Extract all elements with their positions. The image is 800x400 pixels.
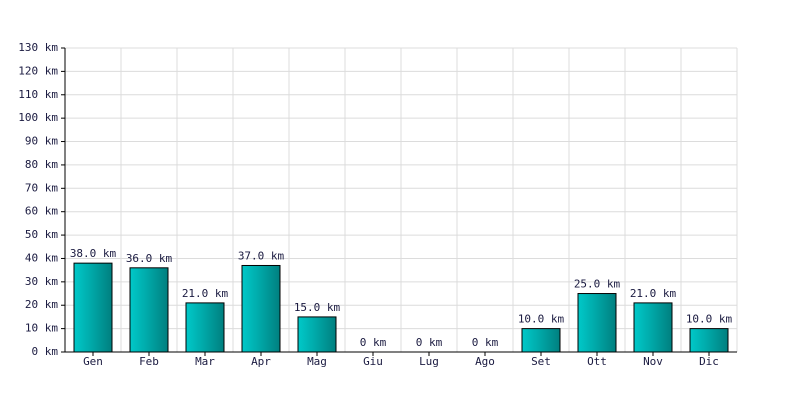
value-label: 0 km [472, 336, 499, 349]
x-tick-label: Giu [363, 355, 383, 368]
y-tick-label: 0 km [32, 345, 59, 358]
bar [241, 264, 281, 353]
y-tick-label: 40 km [25, 251, 58, 264]
x-tick-label: Ott [587, 355, 607, 368]
value-label: 37.0 km [238, 249, 285, 262]
value-label: 15.0 km [294, 301, 341, 314]
x-tick-label: Ago [475, 355, 495, 368]
y-tick-label: 30 km [25, 275, 58, 288]
y-tick-label: 60 km [25, 205, 58, 218]
x-tick-label: Nov [643, 355, 663, 368]
y-tick-label: 90 km [25, 135, 58, 148]
bar [73, 262, 113, 353]
y-tick-label: 10 km [25, 322, 58, 335]
value-label: 21.0 km [630, 287, 677, 300]
bar [185, 302, 225, 353]
x-tick-label: Mar [195, 355, 215, 368]
y-tick-label: 110 km [18, 88, 58, 101]
x-tick-label: Apr [251, 355, 271, 368]
bar [689, 328, 729, 353]
y-tick-label: 130 km [18, 41, 58, 54]
bar [297, 316, 337, 353]
y-tick-label: 50 km [25, 228, 58, 241]
y-tick-label: 120 km [18, 64, 58, 77]
value-label: 0 km [360, 336, 387, 349]
value-label: 25.0 km [574, 278, 621, 291]
value-label: 0 km [416, 336, 443, 349]
x-tick-label: Dic [699, 355, 719, 368]
value-label: 21.0 km [182, 287, 229, 300]
y-tick-label: 100 km [18, 111, 58, 124]
y-tick-label: 80 km [25, 158, 58, 171]
value-label: 10.0 km [686, 313, 733, 326]
bar [129, 267, 169, 353]
x-tick-label: Set [531, 355, 551, 368]
value-label: 38.0 km [70, 247, 117, 260]
x-tick-label: Lug [419, 355, 439, 368]
bar [521, 328, 561, 353]
x-tick-label: Mag [307, 355, 327, 368]
x-tick-label: Feb [139, 355, 159, 368]
value-label: 10.0 km [518, 313, 565, 326]
y-tick-label: 70 km [25, 181, 58, 194]
value-label: 36.0 km [126, 252, 173, 265]
bar [577, 293, 617, 353]
bar [633, 302, 673, 353]
y-tick-label: 20 km [25, 298, 58, 311]
x-tick-label: Gen [83, 355, 103, 368]
